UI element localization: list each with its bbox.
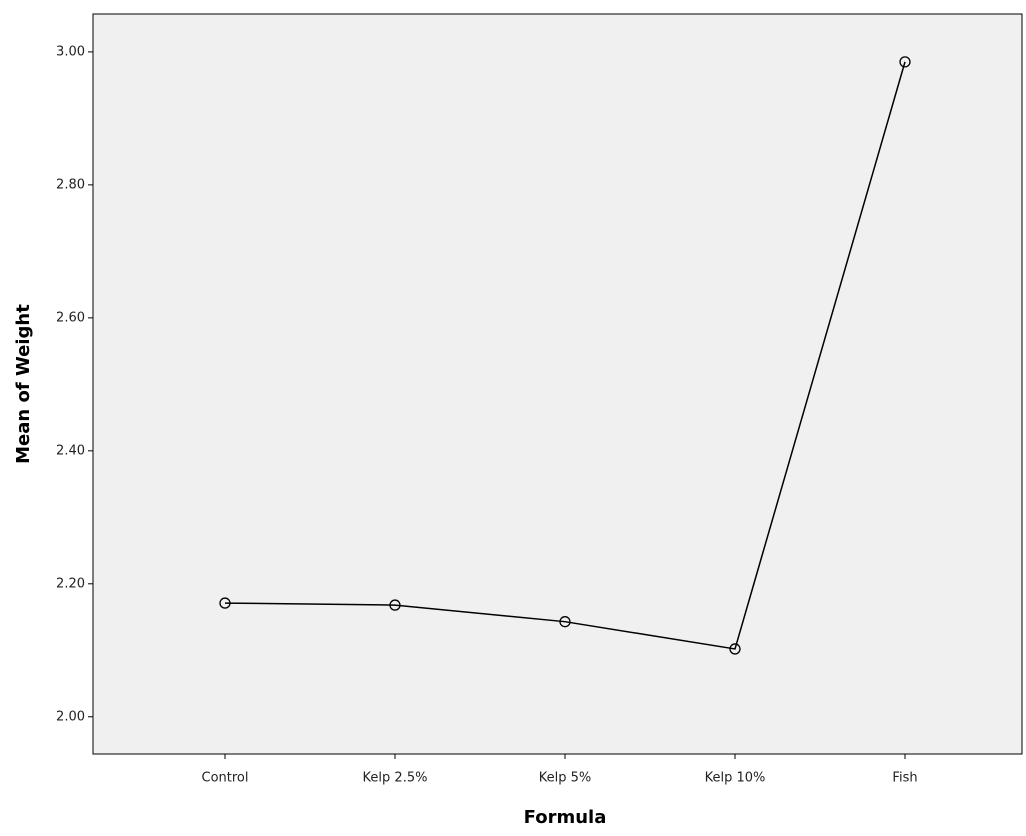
y-tick-label: 2.40 [56, 443, 85, 458]
x-tick-label: Kelp 2.5% [363, 771, 428, 786]
y-tick-label: 2.80 [56, 177, 85, 192]
y-tick-label: 3.00 [56, 44, 85, 59]
x-axis-title: Formula [524, 807, 607, 828]
y-tick-label: 2.60 [56, 310, 85, 325]
y-tick-label: 2.00 [56, 709, 85, 724]
x-tick-label: Kelp 5% [539, 771, 592, 786]
plot-area [93, 14, 1022, 754]
x-tick-label: Fish [892, 771, 917, 786]
y-axis-title: Mean of Weight [13, 304, 34, 464]
x-tick-label: Control [202, 771, 249, 786]
x-tick-label: Kelp 10% [705, 771, 766, 786]
chart: Formula Mean of Weight 2.00 2.20 2.40 2.60 2… [0, 0, 1026, 832]
y-tick-label: 2.20 [56, 576, 85, 591]
